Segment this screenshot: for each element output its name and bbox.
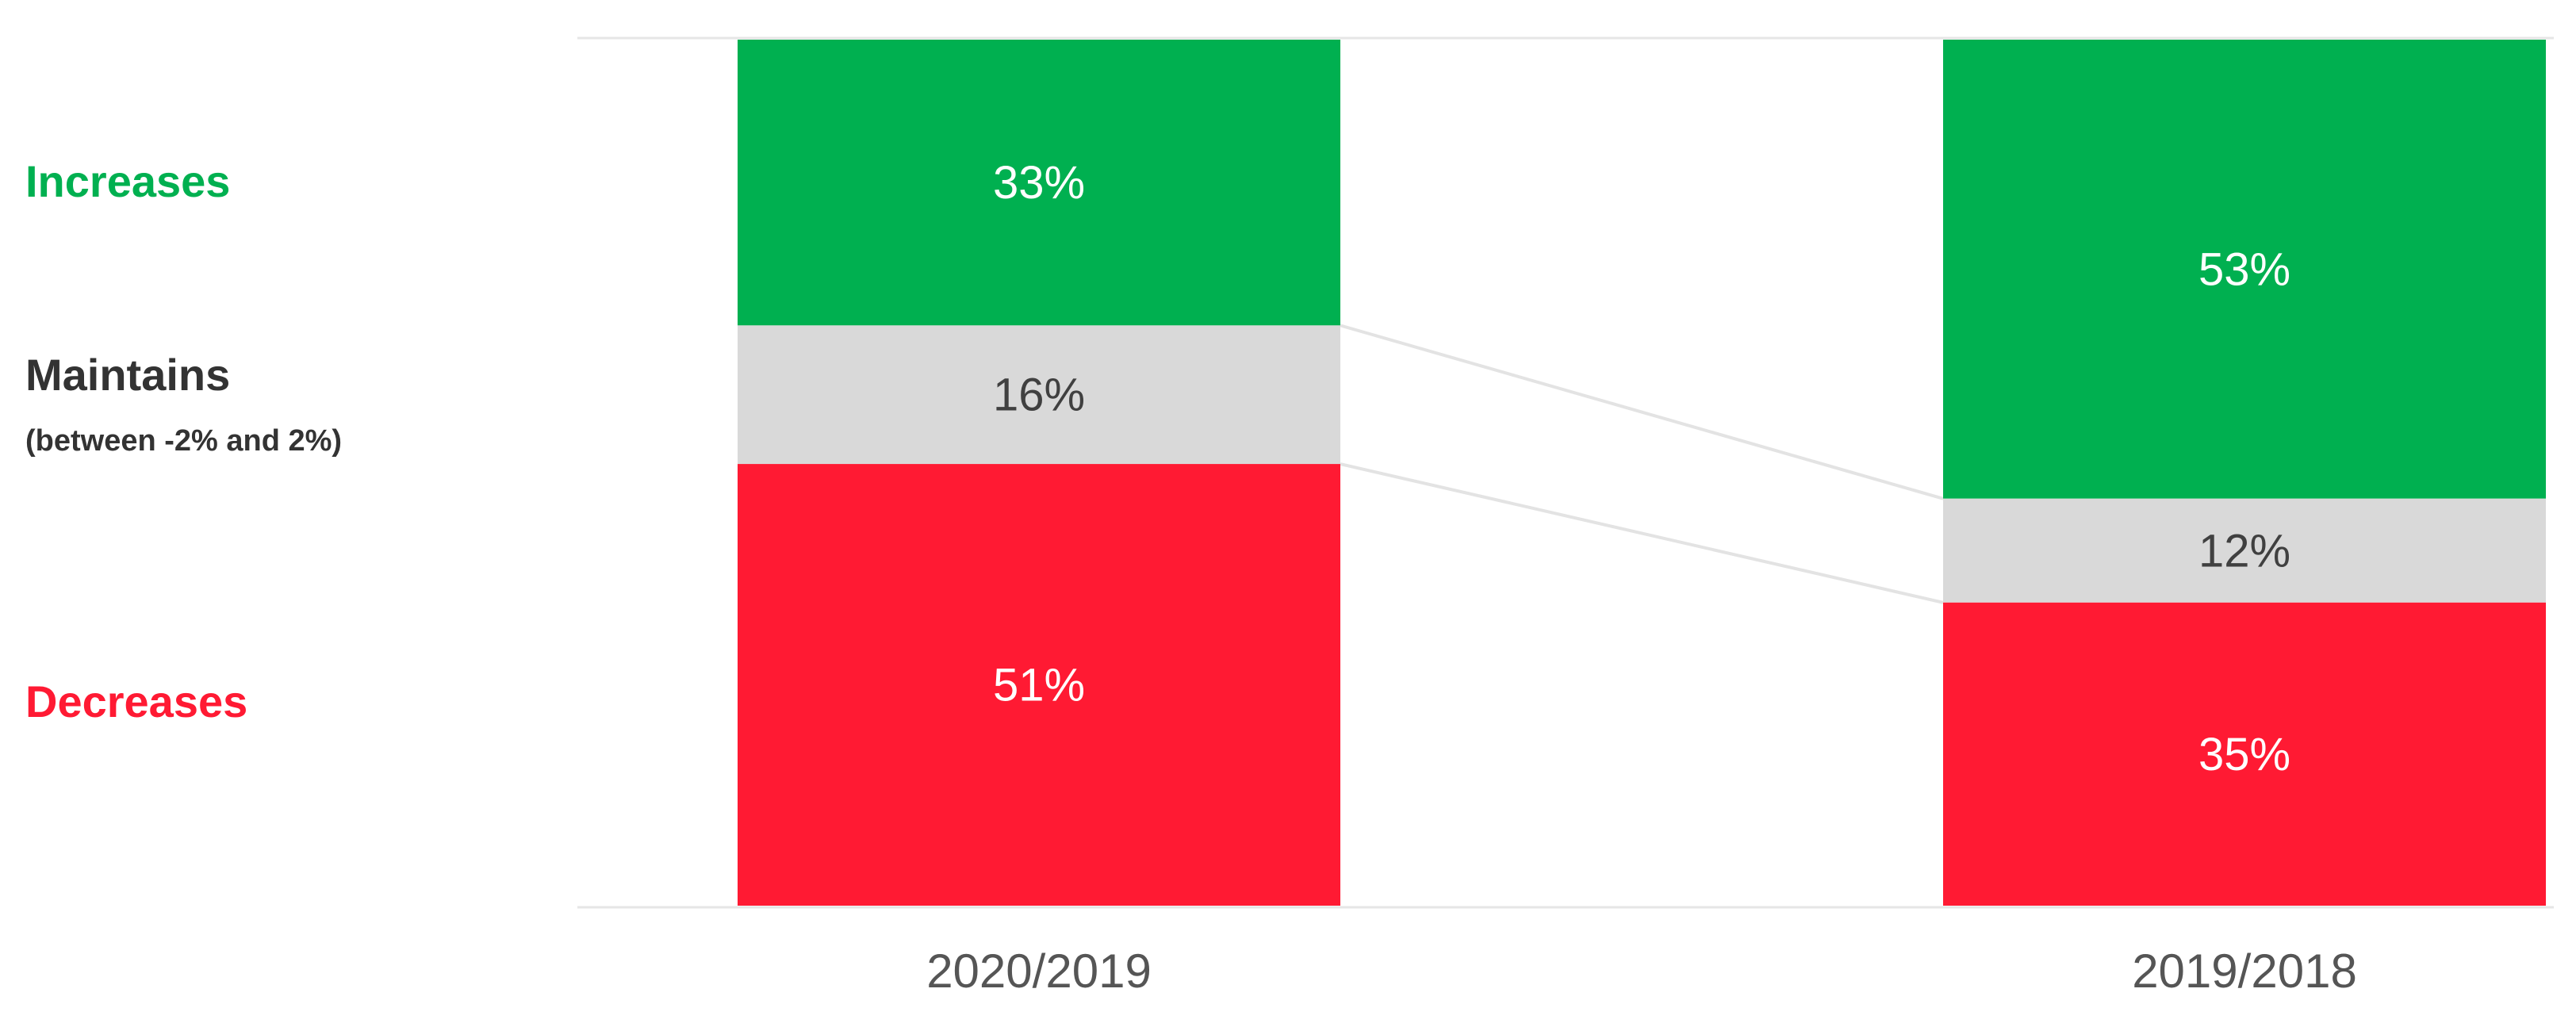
x-tick-label-2: 2019/2018	[2132, 945, 2357, 998]
x-tick-label-1: 2020/2019	[926, 945, 1152, 998]
bar-segment-maintains-1	[738, 325, 1340, 465]
legend-maintains-note: (between -2% and 2%)	[25, 424, 342, 458]
data-label-decreases-2: 35%	[2198, 729, 2290, 780]
legend-increases: Increases	[25, 156, 230, 206]
bar-segment-decreases-1	[738, 464, 1340, 906]
data-label-increases-2: 53%	[2198, 243, 2290, 295]
connector-lines	[1340, 324, 1944, 604]
data-label-maintains-2: 12%	[2198, 525, 2290, 577]
bar-segment-decreases-2	[1943, 602, 2546, 906]
bars: 33% 16% 51% 53% 12% 35%	[738, 40, 2546, 906]
data-label-increases-1: 33%	[993, 157, 1085, 209]
bar-segment-increases-1	[738, 40, 1340, 326]
bar-segment-increases-2	[1943, 40, 2546, 499]
legend-maintains: Maintains	[25, 350, 230, 400]
data-label-maintains-1: 16%	[993, 370, 1085, 421]
connector-line-2	[1340, 462, 1944, 604]
legend-decreases: Decreases	[25, 676, 247, 726]
data-label-decreases-1: 51%	[993, 660, 1085, 711]
connector-line-1	[1340, 324, 1944, 500]
legend: Increases Maintains (between -2% and 2%)…	[25, 156, 342, 726]
x-axis-tick-labels: 2020/2019 2019/2018	[926, 945, 2357, 998]
bar-segment-maintains-2	[1943, 498, 2546, 603]
